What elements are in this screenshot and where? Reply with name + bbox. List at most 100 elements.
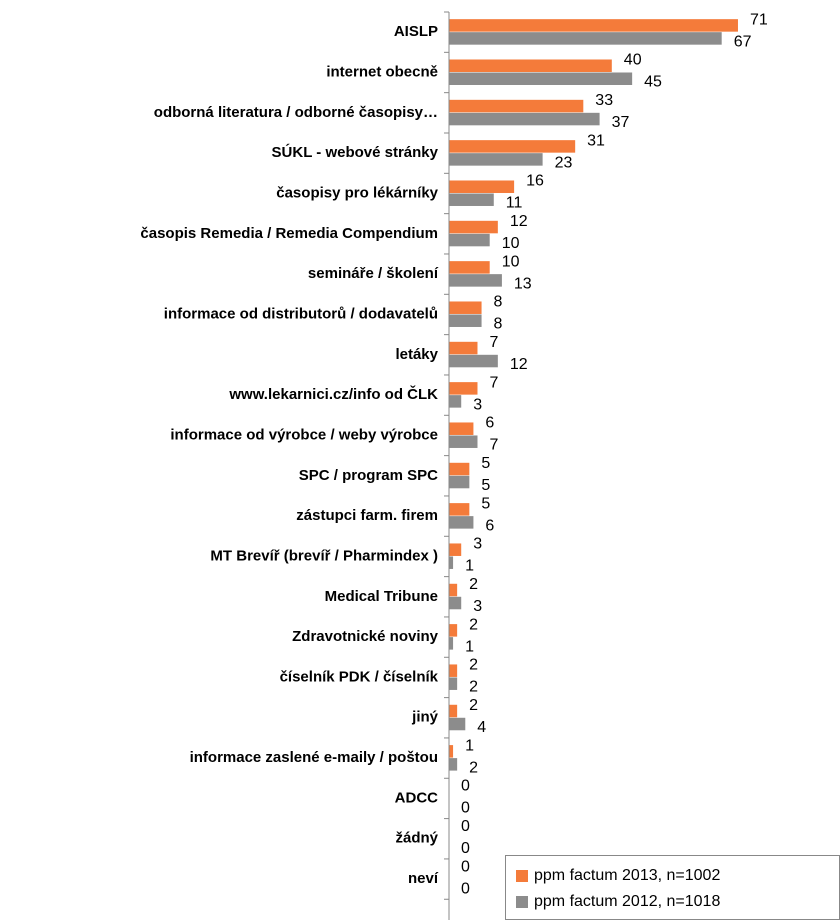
value-label: 0	[461, 840, 470, 857]
category-label: časopis Remedia / Remedia Compendium	[140, 225, 438, 242]
value-label: 2	[469, 657, 478, 674]
value-label: 1	[465, 638, 474, 655]
value-label: 6	[485, 517, 494, 534]
bar	[449, 220, 498, 234]
legend-swatch	[516, 896, 528, 908]
bar	[449, 341, 478, 355]
category-label: semináře / školení	[308, 265, 439, 282]
value-label: 2	[469, 679, 478, 696]
value-label: 7	[489, 334, 498, 351]
category-label: AISLP	[394, 23, 438, 40]
value-label: 37	[612, 114, 630, 131]
bar	[449, 435, 478, 448]
category-label: ADCC	[395, 789, 438, 806]
bar	[449, 624, 458, 637]
value-label: 3	[473, 536, 482, 553]
value-label: 7	[489, 437, 498, 454]
value-label: 5	[481, 455, 490, 472]
category-label: MT Brevíř (brevíř / Pharmindex )	[210, 547, 438, 564]
bar	[449, 153, 543, 166]
category-label: jiný	[411, 709, 438, 726]
bar	[449, 704, 458, 718]
bar	[449, 556, 454, 569]
value-label: 2	[469, 616, 478, 633]
bar	[449, 664, 458, 677]
value-label: 0	[461, 880, 470, 897]
bar	[449, 516, 474, 529]
bar	[449, 758, 458, 771]
category-label: Zdravotnické noviny	[292, 628, 439, 645]
value-label: 13	[514, 275, 532, 292]
value-label: 4	[477, 719, 486, 736]
value-label: 33	[595, 92, 613, 109]
bar	[449, 637, 454, 650]
bar	[449, 462, 470, 476]
bar	[449, 395, 462, 408]
category-label: informace zaslené e-maily / poštou	[190, 749, 438, 766]
bar	[449, 233, 490, 247]
category-label: informace od výrobce / weby výrobce	[170, 426, 438, 443]
value-label: 8	[494, 316, 503, 333]
bar	[449, 543, 462, 556]
value-label: 5	[481, 477, 490, 494]
value-label: 3	[473, 598, 482, 615]
bar	[449, 274, 502, 287]
legend-swatch	[516, 870, 528, 882]
category-label: odborná literatura / odborné časopisy…	[154, 104, 438, 121]
value-label: 0	[461, 800, 470, 817]
value-label: 3	[473, 396, 482, 413]
category-label: Medical Tribune	[325, 588, 438, 605]
value-label: 8	[494, 294, 503, 311]
bar	[449, 382, 478, 395]
category-label: www.lekarnici.cz/info od ČLK	[228, 385, 438, 403]
value-label: 16	[526, 173, 544, 190]
bar	[449, 180, 515, 193]
category-label: letáky	[395, 346, 438, 363]
value-label: 12	[510, 356, 528, 373]
value-label: 2	[469, 697, 478, 714]
category-label: SÚKL - webové stránky	[272, 143, 439, 161]
bar	[449, 301, 482, 314]
bar	[449, 354, 498, 368]
value-label: 1	[465, 558, 474, 575]
category-label: internet obecně	[326, 63, 438, 80]
bar	[449, 314, 482, 327]
bar	[449, 475, 470, 489]
value-label: 0	[461, 778, 470, 795]
bar	[449, 717, 466, 731]
bar	[449, 99, 584, 113]
category-label: informace od distributorů / dodavatelů	[164, 305, 438, 322]
bar	[449, 19, 738, 32]
bar	[449, 112, 600, 126]
value-label: 71	[750, 11, 768, 28]
bar	[449, 422, 474, 435]
value-label: 67	[734, 33, 752, 50]
value-label: 40	[624, 52, 642, 69]
value-label: 0	[461, 858, 470, 875]
legend-label: ppm factum 2012, n=1018	[534, 893, 720, 910]
value-label: 23	[555, 154, 573, 171]
category-label: časopisy pro lékárníky	[276, 184, 438, 201]
value-label: 2	[469, 576, 478, 593]
category-label: číselník PDK / číselník	[280, 668, 439, 685]
bar	[449, 261, 490, 274]
category-label: neví	[408, 870, 439, 887]
bar	[449, 596, 462, 610]
value-label: 1	[465, 737, 474, 754]
category-label: žádný	[395, 830, 438, 847]
value-label: 5	[481, 495, 490, 512]
bar	[449, 677, 458, 690]
bar	[449, 140, 576, 153]
value-label: 0	[461, 818, 470, 835]
value-label: 2	[469, 759, 478, 776]
value-label: 11	[506, 195, 523, 212]
bar	[449, 32, 722, 45]
value-label: 10	[502, 253, 520, 270]
bar	[449, 59, 612, 72]
category-label: SPC / program SPC	[299, 467, 438, 484]
category-label: zástupci farm. firem	[296, 507, 438, 524]
bar	[449, 503, 470, 516]
value-label: 6	[485, 415, 494, 432]
bar	[449, 583, 458, 597]
